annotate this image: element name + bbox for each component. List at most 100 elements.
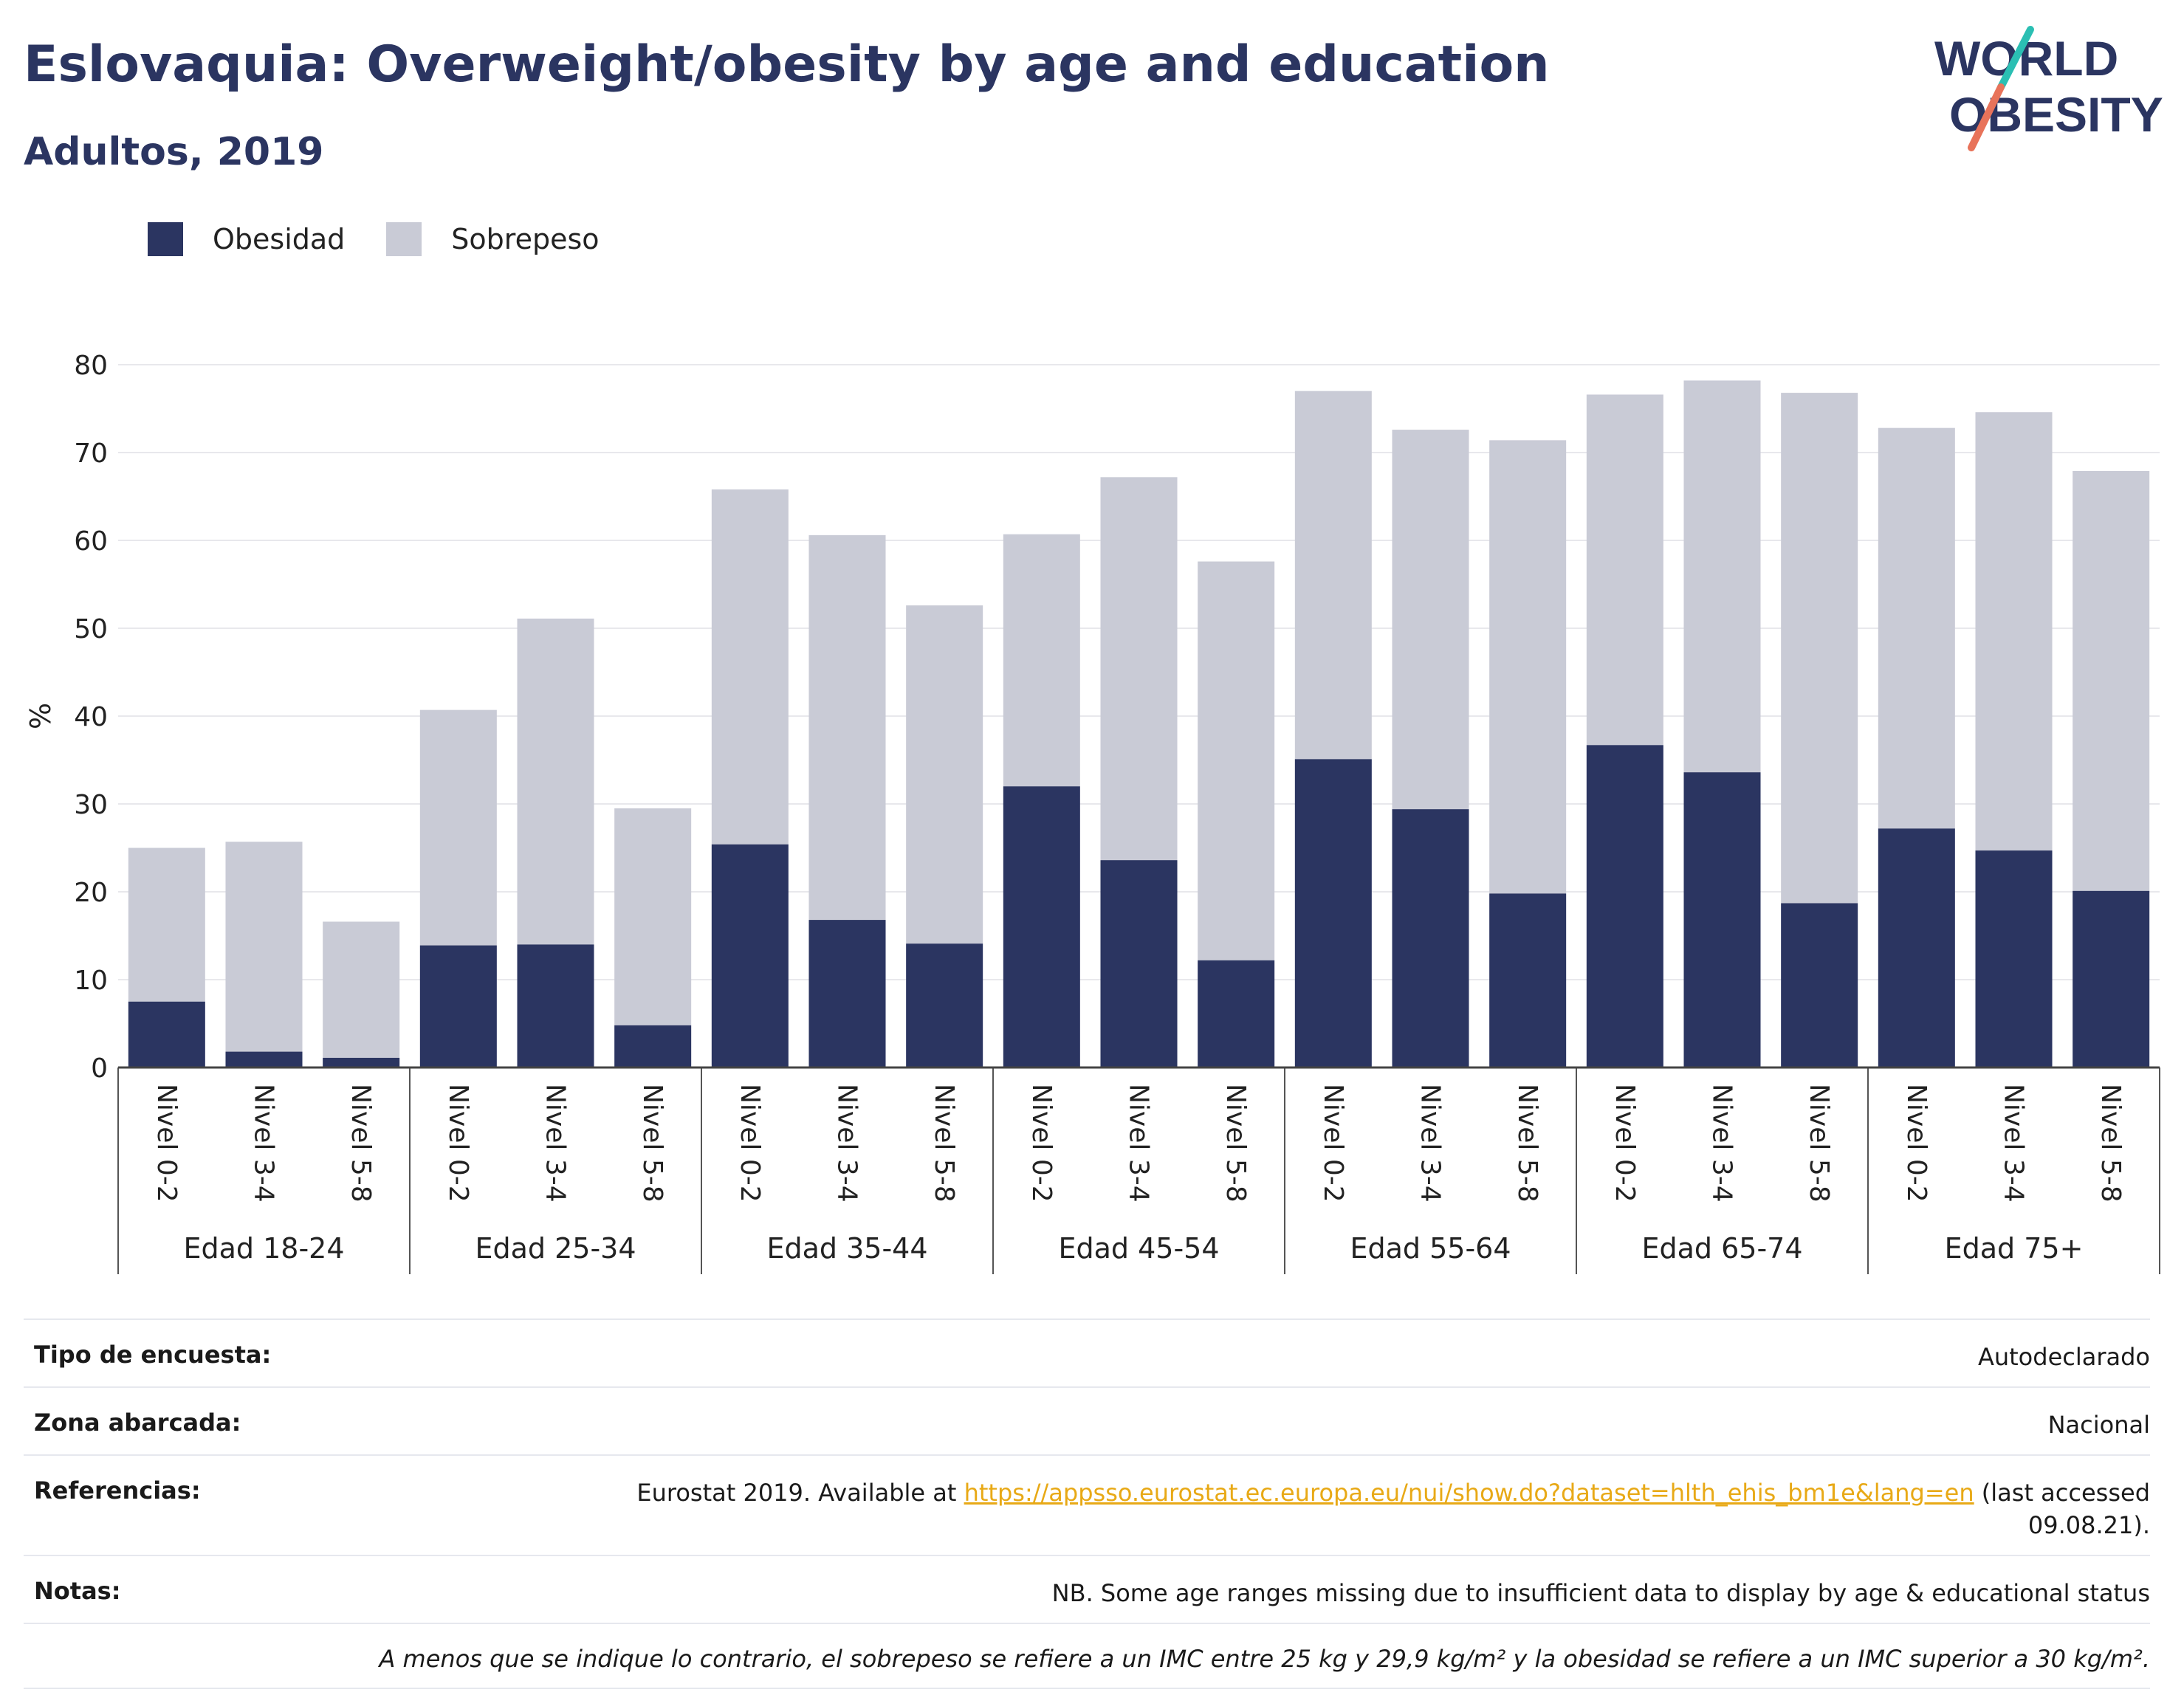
world-obesity-logo: WORLD OBESITY (1934, 26, 2163, 151)
bar-obesity (225, 1051, 303, 1067)
bar-obesity (906, 943, 983, 1067)
y-tick-label: 70 (74, 439, 108, 469)
x-tick-label: Nivel 5-8 (346, 1084, 376, 1203)
bar-overweight (1294, 391, 1372, 760)
bar-obesity (517, 944, 594, 1067)
bar-overweight (1100, 477, 1178, 861)
bar-obesity (1878, 828, 1955, 1067)
bar-overweight (419, 709, 497, 946)
legend-swatch-overweight (386, 222, 422, 256)
bar-overweight (1586, 394, 1663, 746)
x-tick-label: Nivel 5-8 (1804, 1084, 1834, 1203)
bar-obesity (1586, 745, 1663, 1067)
y-tick-label: 30 (74, 790, 108, 820)
group-label: Edad 45-54 (1058, 1232, 1219, 1265)
info-row-survey: Tipo de encuesta: Autodeclarado (24, 1318, 2150, 1386)
survey-value: Autodeclarado (1977, 1343, 2150, 1371)
legend-swatch-obesity (148, 222, 183, 256)
x-tick-label: Nivel 3-4 (1707, 1084, 1737, 1203)
info-row-references: Referencias: Eurostat 2019. Available at… (24, 1454, 2150, 1555)
info-row-notes: Notas: NB. Some age ranges missing due t… (24, 1555, 2150, 1623)
bar-overweight (225, 842, 303, 1052)
bar-overweight (128, 848, 205, 1002)
y-tick-label: 50 (74, 614, 108, 644)
bar-obesity (1392, 809, 1469, 1067)
info-row-area: Zona abarcada: Nacional (24, 1386, 2150, 1454)
legend-entry-overweight: Sobrepeso (386, 222, 600, 256)
x-tick-label: Nivel 0-2 (1901, 1084, 1931, 1203)
bar-overweight (517, 618, 594, 945)
y-tick-label: 40 (74, 702, 108, 732)
references-value: Eurostat 2019. Available at https://apps… (24, 1456, 2150, 1555)
x-tick-label: Nivel 3-4 (1999, 1084, 2029, 1203)
references-label: Referencias: (34, 1476, 201, 1505)
page-subtitle: Adultos, 2019 (24, 130, 324, 174)
x-tick-label: Nivel 0-2 (1610, 1084, 1640, 1203)
bar-overweight (323, 921, 400, 1058)
bar-obesity (1294, 759, 1372, 1067)
notes-label: Notas: (34, 1577, 121, 1605)
bar-overweight (711, 489, 789, 845)
x-tick-label: Nivel 0-2 (735, 1084, 765, 1203)
stacked-bar-chart: 0 10 20 30 40 50 60 70 80% Nivel 0-2 Nivel 3-4 Nive… (24, 351, 2160, 1274)
survey-label: Tipo de encuesta: (34, 1341, 272, 1369)
bar-overweight (1878, 427, 1955, 829)
info-table: Tipo de encuesta: Autodeclarado Zona aba… (24, 1318, 2150, 1689)
bar-overweight (614, 808, 692, 1025)
group-label: Edad 18-24 (183, 1232, 344, 1265)
bar-obesity (1781, 903, 1858, 1067)
bar-obesity (1683, 772, 1761, 1067)
legend-label-overweight: Sobrepeso (451, 223, 600, 255)
references-accessed: (last accessed 09.08.21). (1974, 1479, 2150, 1539)
bar-obesity (419, 945, 497, 1067)
group-label: Edad 35-44 (766, 1232, 927, 1265)
logo-slash-coral (1968, 83, 2005, 151)
group-label: Edad 25-34 (475, 1232, 636, 1265)
bar-overweight (1392, 430, 1469, 810)
notes-value: NB. Some age ranges missing due to insuf… (1051, 1579, 2150, 1607)
footnote: A menos que se indique lo contrario, el … (24, 1623, 2150, 1689)
references-link[interactable]: https://appsso.eurostat.ec.europa.eu/nui… (964, 1479, 1974, 1507)
references-text: Eurostat 2019. Available at (636, 1479, 964, 1507)
bar-overweight (1781, 393, 1858, 904)
bar-overweight (1975, 412, 2053, 851)
y-tick-label: 0 (91, 1053, 108, 1084)
bar-overweight (1683, 380, 1761, 773)
bar-obesity (1489, 893, 1567, 1067)
group-label: Edad 55-64 (1350, 1232, 1511, 1265)
group-label: Edad 65-74 (1641, 1232, 1802, 1265)
area-label: Zona abarcada: (34, 1409, 241, 1437)
bar-obesity (1198, 960, 1275, 1067)
chart-legend: Obesidad Sobrepeso (148, 220, 641, 258)
y-tick-label: 20 (74, 878, 108, 908)
bar-overweight (1489, 440, 1567, 894)
x-tick-label: Nivel 0-2 (1026, 1084, 1057, 1203)
area-value: Nacional (2047, 1411, 2150, 1439)
bar-obesity (808, 920, 886, 1067)
bar-obesity (614, 1025, 692, 1067)
y-axis-label: % (24, 703, 57, 729)
x-tick-label: Nivel 0-2 (151, 1084, 182, 1203)
group-label: Edad 75+ (1945, 1232, 2084, 1265)
bar-obesity (1975, 850, 2053, 1067)
legend-label-obesity: Obesidad (213, 223, 346, 255)
bar-obesity (1003, 786, 1080, 1067)
x-tick-label: Nivel 3-4 (1415, 1084, 1446, 1203)
logo-slash-teal (1997, 26, 2034, 91)
x-tick-label: Nivel 5-8 (637, 1084, 667, 1203)
bar-overweight (2073, 470, 2150, 891)
bar-obesity (2073, 890, 2150, 1067)
page-title: Eslovaquia: Overweight/obesity by age an… (24, 35, 1550, 94)
x-tick-label: Nivel 3-4 (249, 1084, 279, 1203)
bar-obesity (711, 844, 789, 1067)
y-tick-label: 80 (74, 351, 108, 381)
x-tick-label: Nivel 0-2 (1318, 1084, 1348, 1203)
bar-overweight (1003, 534, 1080, 787)
y-tick-label: 10 (74, 966, 108, 996)
x-tick-label: Nivel 5-8 (1512, 1084, 1542, 1203)
legend-entry-obesity: Obesidad (148, 222, 345, 256)
x-tick-label: Nivel 3-4 (540, 1084, 571, 1203)
x-tick-label: Nivel 3-4 (1124, 1084, 1154, 1203)
bar-overweight (1198, 561, 1275, 960)
bar-overweight (808, 534, 886, 921)
